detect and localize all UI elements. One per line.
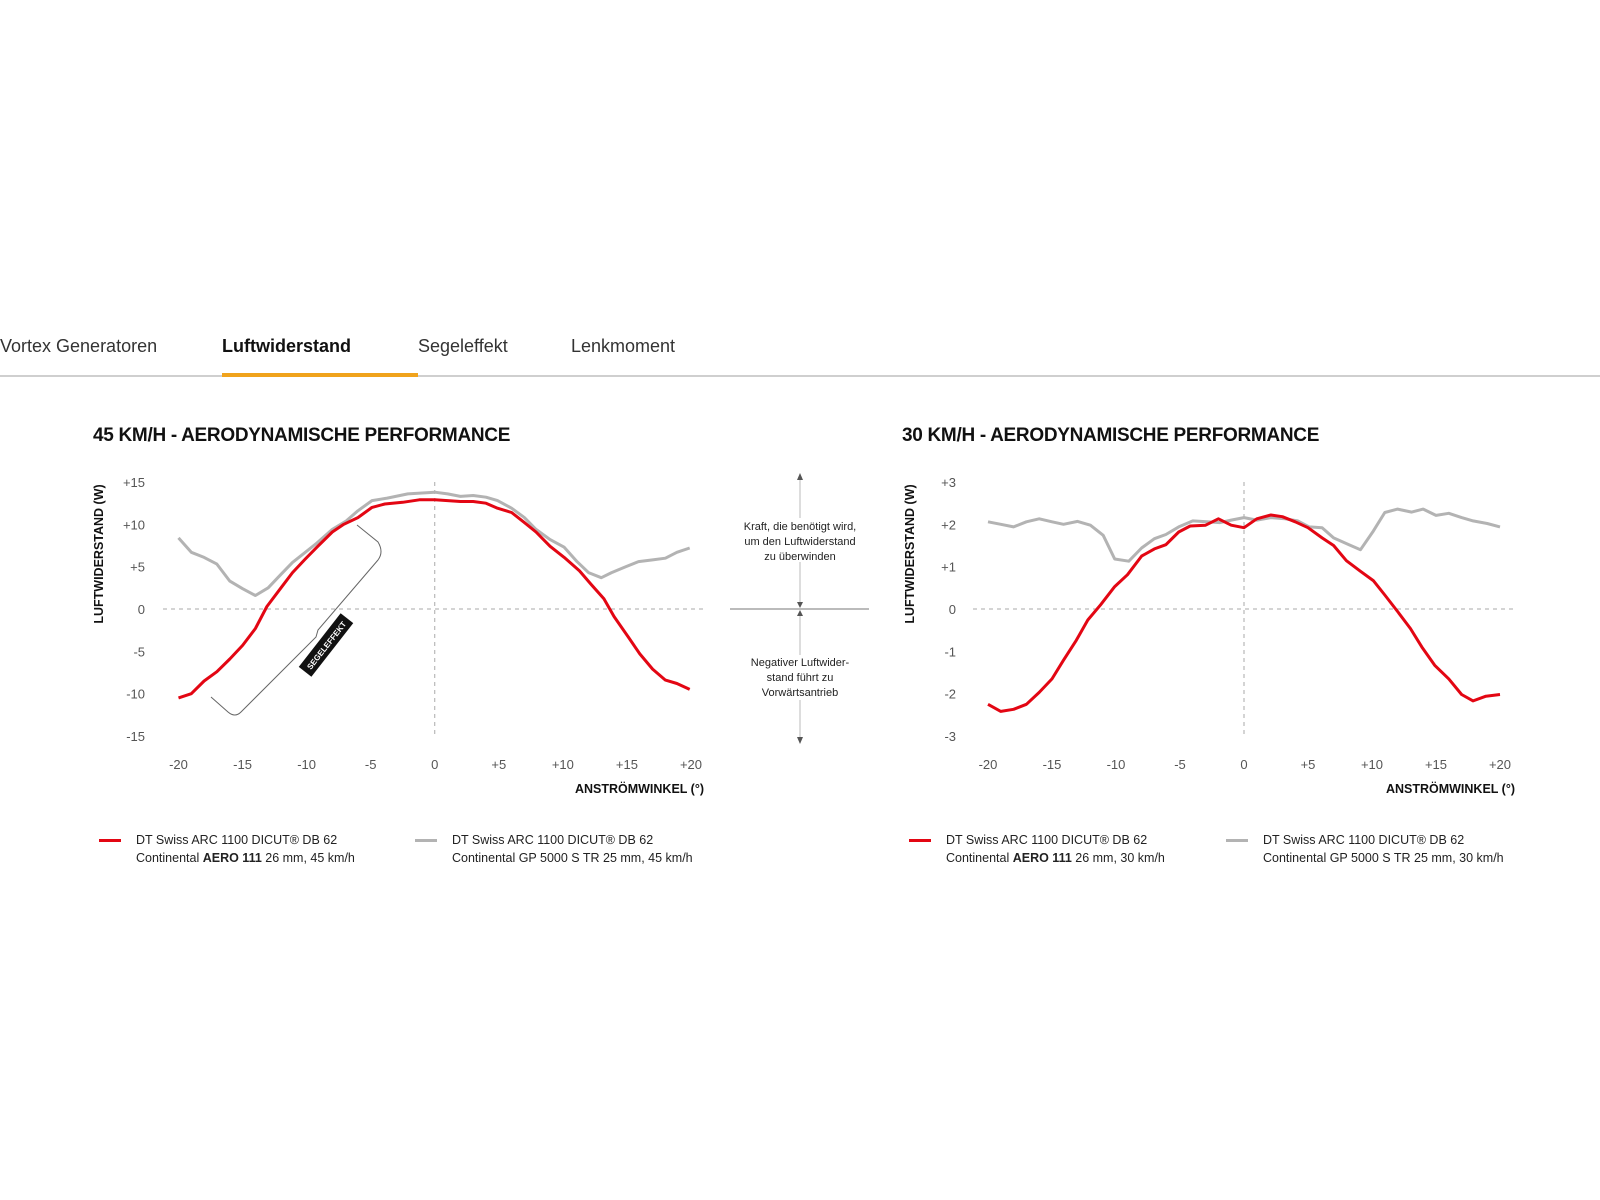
legend-line1: DT Swiss ARC 1100 DICUT® DB 62 [452, 833, 654, 847]
legend-item-gray-30: DT Swiss ARC 1100 DICUT® DB 62 Continent… [1226, 831, 1504, 867]
tab-vortex-generatoren[interactable]: Vortex Generatoren [0, 336, 158, 356]
x-tick-label: 0 [1240, 757, 1247, 772]
x-axis-title: ANSTRÖMWINKEL (°) [575, 781, 704, 796]
x-tick-label: -15 [1043, 757, 1062, 772]
legend-swatch-gray [1226, 839, 1248, 842]
legend-bold: AERO 111 [202, 851, 262, 865]
x-axis-title: ANSTRÖMWINKEL (°) [1386, 781, 1515, 796]
series-line-gp5000 [177, 490, 691, 597]
series-line-aero111 [987, 513, 1501, 713]
x-tick-label: -20 [169, 757, 188, 772]
segeleffekt-bracket: SEGELEFFEKT [210, 524, 382, 716]
legend-line1: DT Swiss ARC 1100 DICUT® DB 62 [946, 833, 1148, 847]
x-tick-label: +20 [680, 757, 702, 772]
legend-line2: Continental AERO 111 26 mm, 45 km/h [136, 849, 355, 867]
chart-0: +15 +10 +5 0 -5 -10 -15 -20 -15 -10 -5 0 +5 +10 +15 +20… [92, 475, 704, 796]
y-tick-label: -3 [944, 729, 956, 744]
y-tick-label: +2 [941, 517, 956, 532]
legend-swatch-red [909, 839, 931, 842]
series-line-aero111 [178, 498, 691, 700]
x-tick-label: -5 [365, 757, 377, 772]
legend-item-gray-45: DT Swiss ARC 1100 DICUT® DB 62 Continent… [415, 831, 693, 867]
segeleffekt-label: SEGELEFFEKT [298, 613, 354, 677]
legend-swatch-gray [415, 839, 437, 842]
active-tab-indicator [222, 373, 418, 377]
tab-divider [0, 375, 1600, 377]
y-axis-title: LUFTWIDERSTAND (W) [903, 484, 917, 623]
legend-text: Continental [136, 851, 203, 865]
annotation-negative-line: stand führt zu [766, 672, 834, 684]
y-tick-label: -1 [944, 644, 956, 659]
legend-text: 26 mm, 45 km/h [261, 851, 355, 865]
chart-title-45: 45 KM/H - AERODYNAMISCHE PERFORMANCE [93, 425, 511, 446]
legend-item-red-45: DT Swiss ARC 1100 DICUT® DB 62 Continent… [99, 831, 355, 867]
y-tick-label: -5 [133, 644, 145, 659]
y-tick-label: +10 [123, 517, 145, 532]
y-tick-label: 0 [138, 602, 145, 617]
y-tick-label: +1 [941, 560, 956, 575]
chart-title-30: 30 KM/H - AERODYNAMISCHE PERFORMANCE [902, 425, 1320, 446]
annotation-positive-line: um den Luftwiderstand [744, 536, 856, 548]
annotation-positive-line: zu überwinden [764, 551, 836, 563]
y-tick-label: +15 [123, 475, 145, 490]
y-tick-label: +5 [130, 560, 145, 575]
annotation-arrows [730, 473, 869, 744]
y-tick-label: -15 [126, 729, 145, 744]
x-tick-label: 0 [431, 757, 438, 772]
arrow-down-icon [797, 737, 803, 744]
legend-line2: Continental GP 5000 S TR 25 mm, 45 km/h [452, 851, 693, 865]
chart-1: +3+2+10-1-2-3-20 -15 -10 -5 0 +5 +10 +15 +20ANST… [903, 475, 1515, 796]
x-tick-label: +5 [1301, 757, 1316, 772]
y-tick-label: -10 [126, 687, 145, 702]
annotation-negative-line: Negativer Luftwider- [750, 657, 850, 669]
legend-line1: DT Swiss ARC 1100 DICUT® DB 62 [1263, 833, 1465, 847]
arrow-down-icon [797, 602, 803, 608]
x-tick-label: +5 [491, 757, 506, 772]
y-tick-label: -2 [944, 687, 956, 702]
annotation-positive-line: Kraft, die benötigt wird, [743, 521, 857, 533]
x-tick-label: +10 [1361, 757, 1383, 772]
annotation-positive: Kraft, die benötigt wird, um den Luftwid… [725, 520, 875, 565]
segeleffekt-label-text: SEGELEFFEKT [305, 620, 348, 672]
tab-segeleffekt[interactable]: Segeleffekt [418, 336, 508, 356]
tab-luftwiderstand[interactable]: Luftwiderstand [222, 336, 351, 356]
legend-bold: AERO 111 [1012, 851, 1072, 865]
y-axis-title: LUFTWIDERSTAND (W) [92, 484, 106, 623]
y-tick-label: +3 [941, 475, 956, 490]
x-tick-label: +20 [1489, 757, 1511, 772]
legend-item-red-30: DT Swiss ARC 1100 DICUT® DB 62 Continent… [909, 831, 1165, 867]
x-tick-label: +10 [552, 757, 574, 772]
series-line-gp5000 [987, 507, 1501, 563]
legend-text: 26 mm, 30 km/h [1071, 851, 1165, 865]
arrow-up-icon [797, 610, 803, 616]
legend-swatch-red [99, 839, 121, 842]
x-tick-label: -15 [233, 757, 252, 772]
y-tick-label: 0 [949, 602, 956, 617]
x-tick-label: -10 [297, 757, 316, 772]
x-tick-label: +15 [1425, 757, 1447, 772]
x-tick-label: -10 [1107, 757, 1126, 772]
annotation-negative: Negativer Luftwider- stand führt zu Vorw… [725, 656, 875, 701]
tab-lenkmoment[interactable]: Lenkmoment [571, 336, 676, 356]
x-tick-label: +15 [616, 757, 638, 772]
arrow-up-icon [797, 473, 803, 480]
legend-text: Continental [946, 851, 1013, 865]
annotation-negative-line: Vorwärtsantrieb [761, 687, 839, 699]
x-tick-label: -5 [1174, 757, 1186, 772]
legend-line2: Continental AERO 111 26 mm, 30 km/h [946, 849, 1165, 867]
x-tick-label: -20 [979, 757, 998, 772]
legend-line1: DT Swiss ARC 1100 DICUT® DB 62 [136, 833, 338, 847]
segeleffekt-label-bg [298, 613, 354, 677]
segeleffekt-bracket-line [210, 524, 382, 716]
legend-line2: Continental GP 5000 S TR 25 mm, 30 km/h [1263, 851, 1504, 865]
